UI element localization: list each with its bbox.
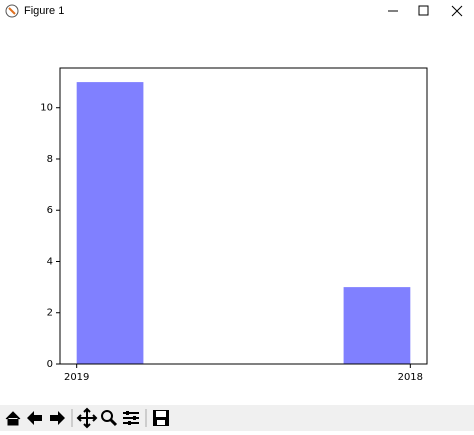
y-tick-label: 8 (47, 154, 53, 165)
app-icon-mark (8, 7, 16, 15)
bar (343, 287, 411, 364)
maximize-button[interactable] (418, 5, 429, 16)
home-button[interactable] (3, 408, 23, 428)
y-tick-label: 0 (47, 359, 53, 370)
forward-button[interactable] (50, 411, 65, 425)
y-tick-label: 4 (47, 256, 53, 267)
chart: 0 2 4 6 8 10 2019 2018 (40, 67, 428, 383)
x-tick-label: 2019 (64, 372, 89, 383)
title-bar: Figure 1 (0, 0, 474, 24)
plot-frame (59, 67, 428, 365)
zoom-button[interactable] (101, 410, 118, 427)
window-title: Figure 1 (24, 5, 65, 17)
y-tick-label: 2 (47, 308, 53, 319)
bar (76, 82, 144, 364)
y-tick-label: 6 (47, 205, 53, 216)
x-tick-label: 2018 (398, 372, 423, 383)
y-tick-label: 10 (40, 103, 53, 114)
pan-button[interactable] (76, 407, 98, 429)
save-button[interactable] (153, 410, 169, 426)
close-button[interactable] (451, 5, 463, 17)
back-button[interactable] (27, 411, 42, 425)
toolbar (0, 405, 474, 431)
title-icons (5, 4, 463, 18)
toolbar-icons (3, 407, 169, 429)
configure-button[interactable] (123, 411, 139, 425)
